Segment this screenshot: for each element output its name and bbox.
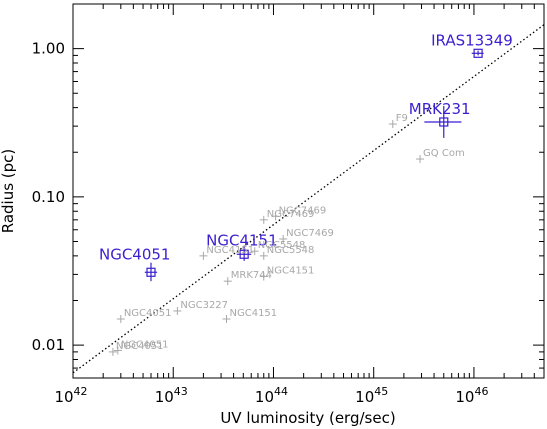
data-point: NGC4151: [222, 308, 278, 324]
point-label: NGC4051: [99, 245, 170, 263]
data-point: NGC4051: [108, 341, 164, 356]
data-point: NGC4151: [206, 231, 278, 261]
x-tick-label: 1044: [255, 385, 288, 406]
point-label: MRK231: [409, 100, 471, 118]
plot-frame: [72, 3, 545, 379]
data-point: NGC7469: [271, 205, 327, 221]
y-tick-label: 0.01: [32, 336, 65, 354]
x-tick-label: 1043: [155, 385, 188, 406]
point-label: GQ Com: [423, 148, 465, 159]
point-label: NGC4151: [206, 231, 278, 249]
point-label: NGC7469: [286, 228, 334, 239]
y-axis-title: Radius (pc): [0, 149, 17, 234]
point-label: NGC7469: [267, 209, 315, 220]
data-point: MRK744: [223, 270, 272, 286]
data-point: NGC5548: [250, 240, 306, 256]
point-label: NGC5548: [258, 240, 306, 251]
point-marker: [439, 117, 449, 127]
point-label: NGC5548: [267, 245, 315, 256]
x-tick-label: 1046: [455, 385, 488, 406]
data-point: NGC4051: [113, 339, 169, 355]
point-label: NGC4051: [124, 308, 172, 319]
x-axis-title: UV luminosity (erg/sec): [220, 409, 395, 427]
data-point: NGC4151: [199, 245, 254, 260]
point-label: NGC3227: [180, 300, 228, 311]
data-point: GQ Com: [416, 148, 465, 164]
data-point: NGC3227: [173, 300, 228, 315]
data-point: F9: [388, 113, 408, 129]
point-label: NGC4051: [121, 339, 169, 350]
point-label: F9: [396, 113, 408, 124]
x-tick-label: 1042: [54, 385, 87, 406]
point-label: NGC4051: [116, 341, 164, 352]
point-label: NGC7469: [279, 205, 327, 216]
x-tick-label: 1045: [355, 385, 388, 406]
point-marker: [473, 48, 483, 58]
point-marker: [239, 249, 249, 259]
data-point: NGC7469: [259, 209, 315, 224]
data-points: IRAS13349 MRK231 NGC4151 NGC4051 F9 GQ Com NGC…: [99, 31, 513, 356]
y-tick-label: 0.10: [32, 188, 65, 206]
data-point: MRK231: [409, 100, 471, 138]
data-point: NGC4051: [116, 308, 172, 324]
data-point: NGC7469: [279, 228, 334, 243]
point-label: NGC4151: [206, 245, 254, 256]
data-point: IRAS13349: [431, 31, 513, 58]
y-tick-label: 1.00: [32, 40, 65, 58]
data-point: NGC4051: [99, 245, 170, 282]
point-label: IRAS13349: [431, 31, 513, 49]
fit-line: [72, 24, 545, 374]
point-marker: [146, 267, 156, 277]
point-label: NGC4151: [267, 266, 315, 277]
data-point: NGC5548: [259, 245, 315, 260]
fit-line-group: [72, 24, 545, 374]
data-point: NGC4151: [259, 266, 315, 281]
point-label: NGC4151: [230, 308, 278, 319]
axis-ticks: 1042 1043 1044 1045 1046 0.01 0.10 1.00: [32, 3, 545, 406]
point-label: MRK744: [231, 270, 272, 281]
